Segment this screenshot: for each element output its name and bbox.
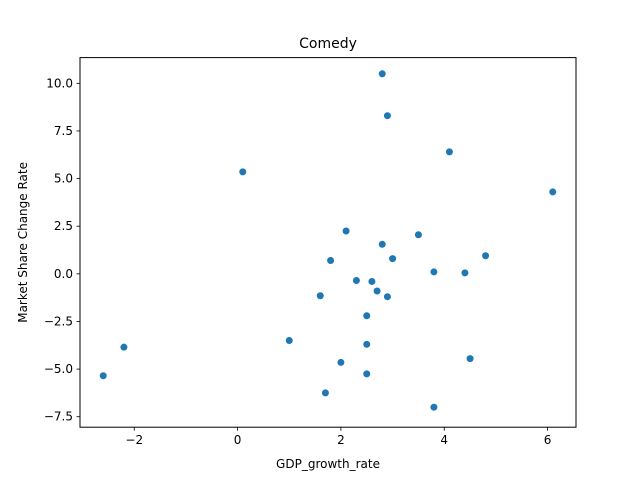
x-tick-label: 0 xyxy=(234,433,242,447)
x-tick-label: 4 xyxy=(440,433,448,447)
data-point xyxy=(430,268,438,276)
data-point xyxy=(368,277,376,285)
data-point xyxy=(99,372,107,380)
data-point xyxy=(321,389,329,397)
y-tick-label: 10.0 xyxy=(46,76,73,90)
y-tick-label: −7.5 xyxy=(44,410,73,424)
x-tick-label: 6 xyxy=(544,433,552,447)
data-point xyxy=(327,256,335,264)
data-point xyxy=(337,358,345,366)
y-tick-label: 0.0 xyxy=(54,267,73,281)
data-point xyxy=(363,340,371,348)
data-point xyxy=(389,255,397,263)
data-point xyxy=(285,337,293,345)
data-point xyxy=(549,188,557,196)
data-point xyxy=(342,227,350,235)
y-axis-label: Market Share Change Rate xyxy=(16,162,30,323)
data-point xyxy=(373,287,381,295)
data-point xyxy=(378,240,386,248)
data-point xyxy=(383,293,391,301)
data-point xyxy=(352,277,360,285)
plot-area xyxy=(79,57,577,428)
y-tick-label: −2.5 xyxy=(44,314,73,328)
data-point xyxy=(445,148,453,156)
data-point xyxy=(383,112,391,120)
data-point xyxy=(430,403,438,411)
y-tick-label: 2.5 xyxy=(54,219,73,233)
x-axis-label: GDP_growth_rate xyxy=(276,457,380,471)
data-point xyxy=(482,252,490,260)
y-tick-label: −5.0 xyxy=(44,362,73,376)
chart-title: Comedy xyxy=(299,36,357,52)
y-axis-ticks: −7.5 −5.0 −2.5 0.0 2.5 5.0 7.5 10.0 xyxy=(44,76,80,424)
data-point xyxy=(120,343,128,351)
data-point xyxy=(466,355,474,363)
data-point xyxy=(414,231,422,239)
data-point xyxy=(461,269,469,277)
x-tick-label: −2 xyxy=(125,433,143,447)
data-point xyxy=(363,312,371,320)
x-tick-label: 2 xyxy=(337,433,345,447)
y-tick-label: 7.5 xyxy=(54,124,73,138)
data-point xyxy=(239,168,247,176)
data-point xyxy=(316,292,324,300)
x-axis-ticks: −2 0 2 4 6 xyxy=(125,427,551,447)
data-point xyxy=(378,70,386,78)
data-points xyxy=(99,70,557,411)
y-tick-label: 5.0 xyxy=(54,172,73,186)
data-point xyxy=(363,370,371,378)
